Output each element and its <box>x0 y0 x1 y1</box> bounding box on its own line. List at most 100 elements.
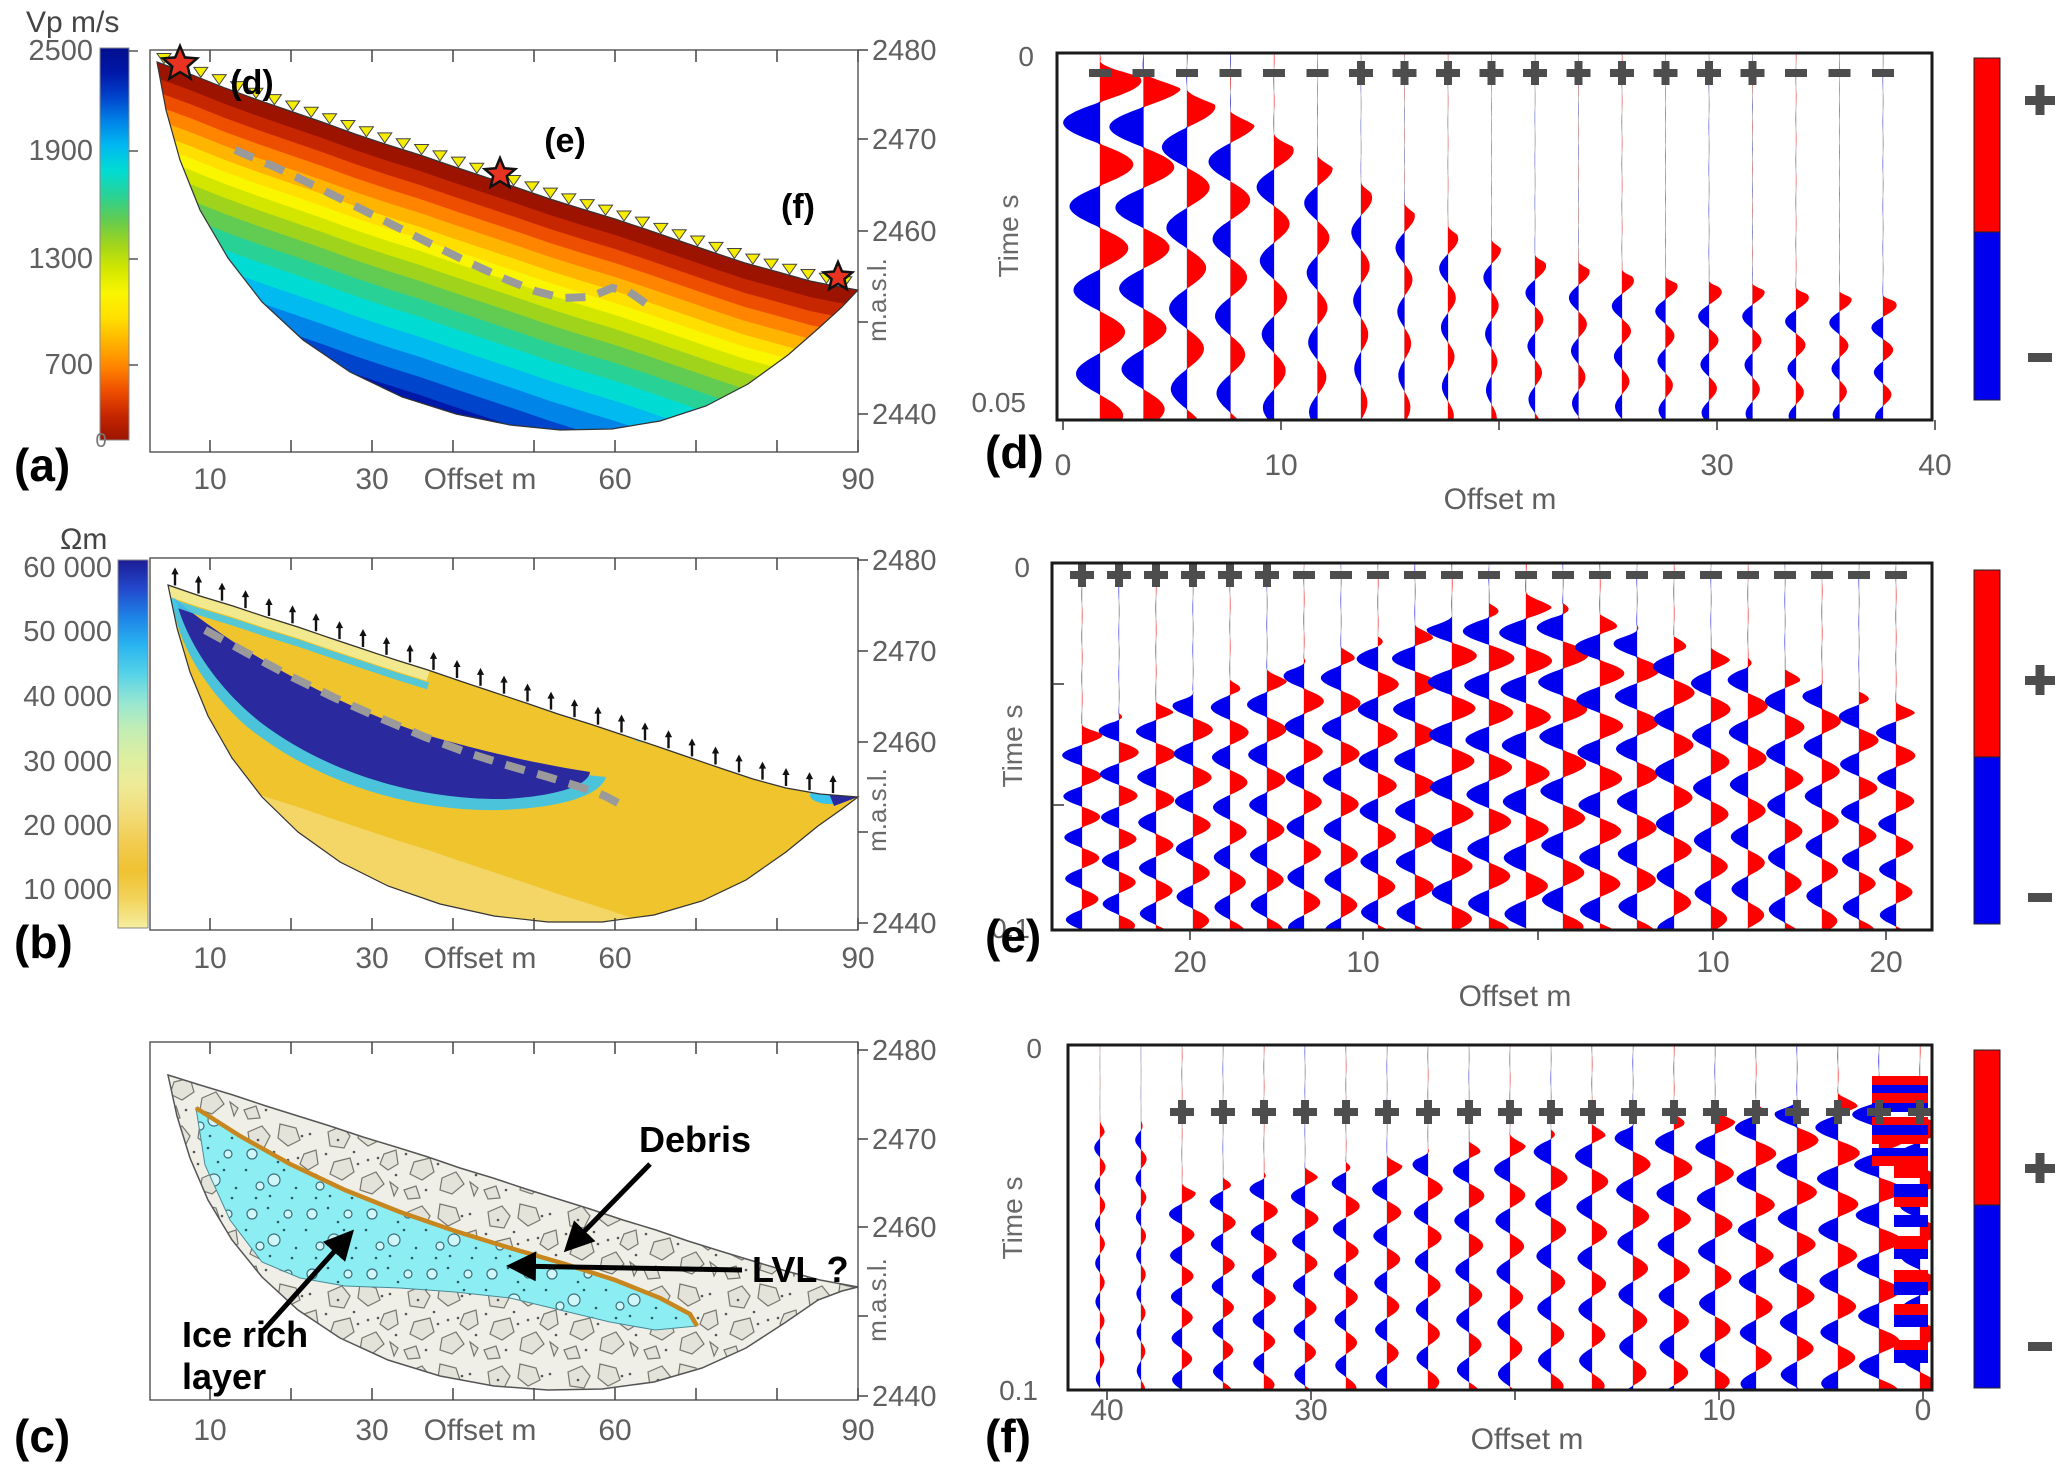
plus-icon <box>1263 563 1271 587</box>
clipped-trace-stripe <box>1872 1125 1928 1135</box>
minus-icon <box>2028 893 2052 902</box>
minus-icon <box>1663 571 1685 579</box>
panel-letter: (f) <box>985 1410 1031 1462</box>
wiggle-negative-lobe <box>1533 1046 1551 1389</box>
wiggle-negative-lobe <box>1536 564 1563 929</box>
x-axis-label: Offset m <box>1459 980 1572 1013</box>
panel-e: 20 10 10 20 Offset m 0 0.1 Time s (e) <box>985 552 2055 1013</box>
plus-icon <box>1357 61 1365 85</box>
electrode-arrowhead-icon <box>265 597 273 605</box>
time-axis-label: Time s <box>993 195 1024 278</box>
clipped-trace-stripe <box>1894 1304 1928 1315</box>
geophone-triangle-icon <box>744 253 761 265</box>
x-tick-label: 60 <box>598 942 631 975</box>
x-tick-label: 10 <box>193 463 226 496</box>
plus-icon <box>1705 61 1713 85</box>
wiggle-negative-lobe <box>1575 1046 1592 1389</box>
x-tick-label: 30 <box>355 1414 388 1447</box>
wiggle-positive-lobe <box>1563 564 1589 929</box>
plus-icon <box>1574 61 1583 85</box>
x-tick-label: 10 <box>1696 946 1729 979</box>
debris-label: Debris <box>639 1119 751 1160</box>
time-top-label: 0 <box>1014 552 1030 583</box>
clipped-trace-stripe <box>1894 1249 1928 1259</box>
wiggle-positive-lobe <box>1510 1046 1526 1389</box>
wiggle-negative-lobe <box>1896 1046 1920 1389</box>
panel-f: 40 30 10 0 Offset m 0 0.1 Time s (f) <box>985 1033 2055 1462</box>
plus-icon <box>1465 1100 1473 1124</box>
wiggle-positive-lobe <box>1264 1046 1278 1389</box>
colorbar-tick-label: 30 000 <box>23 746 112 778</box>
wiggle-negative-lobe <box>1774 1046 1797 1389</box>
seismogram-traces <box>1094 1046 1931 1389</box>
clipped-trace-stripe <box>1872 1093 1928 1103</box>
electrode-arrowhead-icon <box>500 675 508 683</box>
wiggle-negative-lobe <box>1098 564 1119 929</box>
x-axis-label: Offset m <box>424 1414 537 1447</box>
wiggle-positive-lobe <box>1535 54 1547 419</box>
minus-icon <box>1306 69 1329 77</box>
plus-icon <box>1547 1100 1555 1124</box>
geophone-triangle-icon <box>413 144 430 156</box>
geophone-triangle-icon <box>450 156 467 169</box>
panel-a: (d) (e) (f) 2500 1900 1300 700 0 Vp m/s 2480 2470 2… <box>14 6 937 496</box>
wiggle-positive-lobe <box>1896 564 1916 929</box>
polarity-colorbar-negative <box>1973 756 2001 925</box>
geophone-triangle-icon <box>800 268 816 281</box>
wiggle-positive-lobe <box>1100 1046 1106 1389</box>
plus-icon <box>1618 61 1626 85</box>
shot-star-icon <box>481 154 519 190</box>
geophone-triangle-icon <box>376 132 393 144</box>
electrode-arrowhead-icon <box>241 590 250 598</box>
dashed-interface-line <box>203 626 620 807</box>
wiggle-negative-lobe <box>1135 1046 1141 1389</box>
wiggle-negative-lobe <box>1094 1046 1100 1389</box>
geophone-triangle-icon <box>432 150 448 162</box>
plus-icon <box>1487 61 1496 85</box>
lvl-label: LVL ? <box>752 1249 849 1290</box>
wiggle-negative-lobe <box>1727 564 1748 929</box>
ice-arrow <box>260 1229 355 1334</box>
x-tick-label: 40 <box>1918 449 1951 482</box>
wiggle-positive-lobe <box>1709 54 1722 419</box>
wiggle-positive-lobe <box>1674 564 1695 929</box>
panel-letter: (b) <box>14 916 73 968</box>
x-tick-label: 90 <box>841 942 874 975</box>
electrode-arrowhead-icon <box>523 683 532 691</box>
electrode-arrowhead-icon <box>641 722 649 730</box>
x-tick-label: 30 <box>355 463 388 496</box>
clipped-trace-stripe <box>1872 1135 1928 1144</box>
wiggle-negative-lobe <box>1063 54 1100 419</box>
plus-icon <box>1834 1100 1842 1124</box>
wiggle-positive-lobe <box>1182 1046 1196 1389</box>
plus-icon <box>1226 563 1234 587</box>
wiggle-negative-lobe <box>1483 54 1492 419</box>
minus-icon <box>1293 571 1315 579</box>
elevation-tick-label: 2440 <box>872 1381 937 1413</box>
geophone-triangle-icon <box>321 113 338 125</box>
plus-icon <box>1670 1100 1678 1124</box>
clipped-trace-stripe <box>1894 1315 1928 1327</box>
colorbar-tick-label: 60 000 <box>23 552 112 584</box>
wiggle-negative-lobe <box>1829 54 1840 419</box>
wiggle-negative-lobe <box>1852 1046 1879 1389</box>
minus-icon <box>1367 571 1389 579</box>
geophone-triangle-icon <box>505 175 522 187</box>
x-axis-label: Offset m <box>1471 1423 1584 1456</box>
wiggle-negative-lobe <box>1169 1046 1182 1389</box>
masl-axis-label: m.a.s.l. <box>862 1258 892 1342</box>
geophone-triangle-icon <box>468 162 485 175</box>
wiggle-negative-lobe <box>1614 1046 1633 1389</box>
wiggle-positive-lobe <box>1378 564 1399 929</box>
wiggle-positive-lobe <box>1156 564 1176 929</box>
wiggle-positive-lobe <box>1187 54 1216 419</box>
wiggle-positive-lobe <box>1838 1046 1860 1389</box>
plus-icon <box>1301 1100 1309 1124</box>
seismogram-traces <box>1062 564 1916 929</box>
wiggle-positive-lobe <box>1633 1046 1651 1389</box>
elevation-tick-label: 2440 <box>872 908 937 940</box>
electrode-arrowhead-icon <box>617 714 626 722</box>
minus-icon <box>1872 69 1894 77</box>
panel-b: 60 000 50 000 40 000 30 000 20 000 10 000 Ωm 24… <box>14 523 937 975</box>
minus-icon <box>1176 69 1198 77</box>
